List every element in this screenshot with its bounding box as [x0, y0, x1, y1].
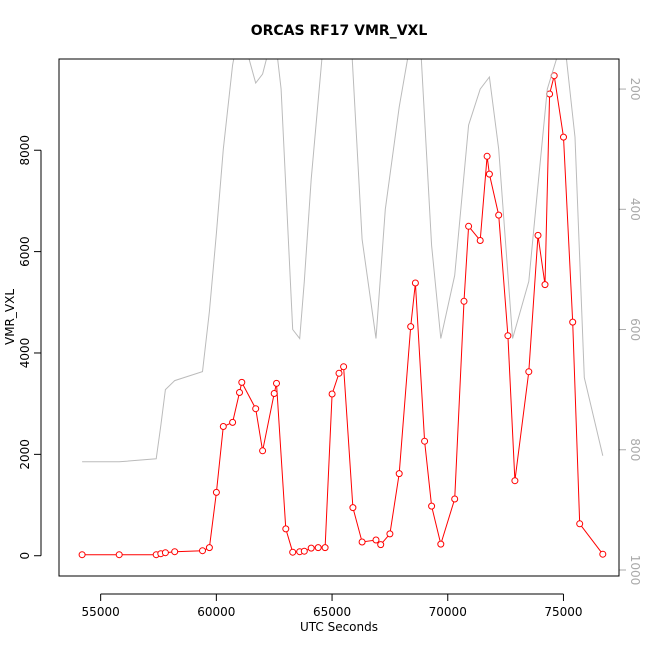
vmr-vxl-point	[395, 470, 403, 478]
vmr-vxl-point	[236, 389, 243, 396]
y-axis-label: VMR_VXL	[3, 289, 17, 345]
plot-series-group	[78, 59, 607, 559]
y-tick-label: 2000	[18, 439, 32, 470]
right-tick-label: 1000	[628, 555, 642, 586]
pressure-line	[82, 59, 604, 463]
x-tick-label: 65000	[313, 605, 351, 619]
vmr-vxl-point	[483, 152, 491, 160]
vmr-vxl-point	[407, 323, 415, 331]
vmr-vxl-point	[560, 133, 567, 141]
vmr-vxl-point	[411, 279, 419, 287]
vmr-vxl-point	[229, 418, 237, 426]
vmr-vxl-point	[335, 369, 343, 377]
x-tick-label: 60000	[197, 605, 235, 619]
right-tick-label: 800	[628, 438, 642, 461]
vmr-vxl-point	[504, 332, 512, 340]
y-tick-label: 8000	[18, 135, 32, 166]
vmr-vxl-point	[340, 363, 348, 371]
vmr-vxl-point	[437, 540, 445, 548]
x-tick-label: 70000	[429, 605, 467, 619]
vmr-vxl-point	[476, 237, 484, 244]
vmr-vxl-point	[321, 544, 329, 552]
vmr-vxl-point	[576, 520, 584, 528]
vmr-vxl-point	[451, 495, 459, 503]
vmr-vxl-point	[465, 222, 473, 230]
vmr-vxl-point	[212, 488, 220, 496]
x-tick-label: 55000	[82, 605, 120, 619]
x-axis-label: UTC Seconds	[300, 620, 378, 634]
vmr-vxl-point	[199, 547, 206, 555]
vmr-vxl-point	[541, 281, 549, 289]
y-tick-label: 0	[18, 552, 32, 560]
vmr-vxl-point	[270, 390, 278, 397]
vmr-vxl-point	[300, 547, 308, 555]
vmr-vxl-point	[238, 378, 246, 386]
vmr-vxl-point	[289, 548, 297, 556]
chart-title: ORCAS RF17 VMR_VXL	[251, 23, 428, 39]
vmr-vxl-point	[252, 405, 260, 413]
y-tick-label: 4000	[18, 338, 32, 369]
vmr-vxl-point	[599, 550, 607, 558]
vmr-vxl-point	[307, 544, 315, 552]
vmr-vxl-point	[428, 502, 436, 510]
plot-frame	[58, 58, 620, 577]
vmr-vxl-point	[421, 437, 429, 445]
vmr-vxl-point	[171, 548, 179, 556]
vmr-vxl-point	[161, 549, 169, 557]
vmr-vxl-point	[328, 390, 336, 398]
vmr-vxl-point	[78, 551, 86, 559]
y-tick-label: 6000	[18, 236, 32, 267]
vmr-vxl-point	[314, 544, 322, 552]
vmr-vxl-point	[282, 525, 290, 533]
vmr-vxl-point	[377, 541, 385, 549]
vmr-vxl-point	[460, 297, 468, 305]
vmr-vxl-point	[372, 536, 380, 544]
vmr-vxl-point	[349, 504, 357, 512]
vmr-vxl-point	[358, 538, 366, 546]
vmr-vxl-point	[273, 379, 280, 387]
vmr-vxl-point	[534, 231, 542, 239]
x-tick-label: 75000	[544, 605, 582, 619]
right-tick-label: 400	[628, 198, 642, 221]
vmr-vxl-point	[525, 368, 533, 376]
vmr-vxl-point	[569, 318, 577, 326]
vmr-vxl-point	[219, 423, 227, 430]
vmr-vxl-point	[259, 447, 267, 455]
vmr-vxl-point	[386, 530, 394, 538]
vmr-vxl-point	[205, 544, 213, 552]
right-tick-label: 200	[628, 78, 642, 101]
vmr-vxl-point	[511, 477, 519, 485]
vmr-vxl-point	[495, 211, 503, 219]
right-tick-label: 600	[628, 318, 642, 341]
vmr-vxl-point	[485, 170, 493, 178]
vmr-vxl-point	[115, 551, 123, 559]
